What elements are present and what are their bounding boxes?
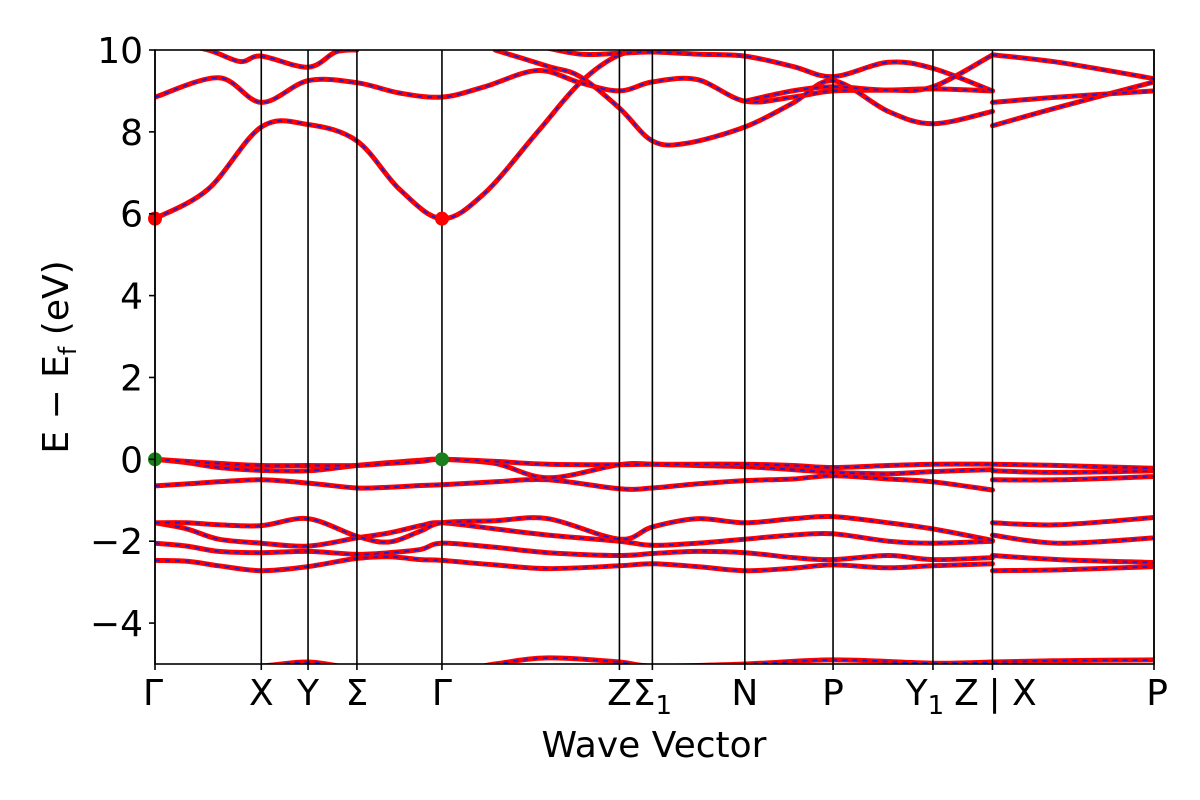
band-line-interp-22 xyxy=(992,53,1154,80)
band-line-interp-18 xyxy=(551,50,993,92)
y-tick-label-0: 10 xyxy=(97,31,143,72)
band-line-interp-21 xyxy=(992,89,1154,104)
band-line-interp-1 xyxy=(992,565,1154,572)
x-tick-label-subscript-6: 1 xyxy=(655,691,672,721)
band-line-interp-24 xyxy=(992,658,1154,663)
band-line-interp-11 xyxy=(992,469,1154,474)
band-line-interp-2 xyxy=(155,542,993,561)
x-tick-label-subscript-9: 1 xyxy=(928,691,945,721)
x-tick-label-2: Y xyxy=(296,673,320,714)
y-axis-title-unit: (eV) xyxy=(36,260,77,346)
x-tick-label-4: Γ xyxy=(432,673,452,714)
band-line-interp-9 xyxy=(992,475,1154,482)
band-line-interp-10 xyxy=(155,458,993,479)
x-tick-label-6: Σ1 xyxy=(633,673,672,721)
band-line-16 xyxy=(198,50,360,70)
y-axis-title-main: E − E xyxy=(36,355,77,454)
band-line-22 xyxy=(990,52,1154,82)
band-line-interp-5 xyxy=(992,534,1154,545)
band-line-interp-13 xyxy=(992,463,1154,470)
x-tick-label-8: P xyxy=(822,673,844,714)
y-axis-title: E − Ef (eV) xyxy=(36,260,82,453)
y-axis-ticks: 10 8 6 4 2 0 −2 −4 xyxy=(90,31,155,645)
band-line-interp-6 xyxy=(155,515,993,544)
x-tick-label-0: Γ xyxy=(143,673,163,714)
x-tick-label-3: Σ xyxy=(346,673,369,714)
y-tick-label-3: 4 xyxy=(120,277,143,318)
y-axis-title-subscript: f xyxy=(54,346,82,355)
band-line-interp-4 xyxy=(155,521,993,548)
band-line-interp-12 xyxy=(155,458,993,469)
band-line-interp-7 xyxy=(992,516,1154,526)
y-tick-label-4: 2 xyxy=(120,358,143,399)
x-tick-label-break: | X xyxy=(988,673,1036,714)
x-tick-label-1: X xyxy=(249,673,274,714)
band-line-20 xyxy=(990,79,1154,129)
y-tick-label-7: −4 xyxy=(90,604,143,645)
x-tick-label-5: Z xyxy=(607,673,632,714)
x-tick-label-11: P xyxy=(1146,673,1168,714)
y-tick-label-2: 6 xyxy=(120,195,143,236)
x-axis-ticks: Γ X Y Σ Γ Z Σ1 N P Y1 Z P| X xyxy=(143,664,1168,721)
band-line-interp-8 xyxy=(155,474,993,491)
extrema-markers xyxy=(148,211,449,467)
band-line-interp-14 xyxy=(155,50,653,220)
x-tick-label-10: Z xyxy=(954,673,979,714)
band-line-interp-19 xyxy=(744,54,993,103)
x-tick-label-7: N xyxy=(731,673,758,714)
plot-frame xyxy=(154,49,1155,665)
extremum-marker-3 xyxy=(434,452,449,467)
band-line-interp-0 xyxy=(155,555,993,572)
band-line-interp-3 xyxy=(992,554,1154,564)
y-tick-label-1: 8 xyxy=(120,113,143,154)
bands-layer xyxy=(155,50,1154,664)
x-tick-label-9: Y1 xyxy=(905,673,945,721)
y-tick-label-6: −2 xyxy=(90,522,143,563)
x-axis-title: Wave Vector xyxy=(542,725,767,766)
y-tick-label-5: 0 xyxy=(120,440,143,481)
band-line-18 xyxy=(544,50,995,94)
extremum-marker-1 xyxy=(434,211,449,226)
band-line-interp-16 xyxy=(204,50,357,69)
band-line-interp-17 xyxy=(494,50,993,147)
